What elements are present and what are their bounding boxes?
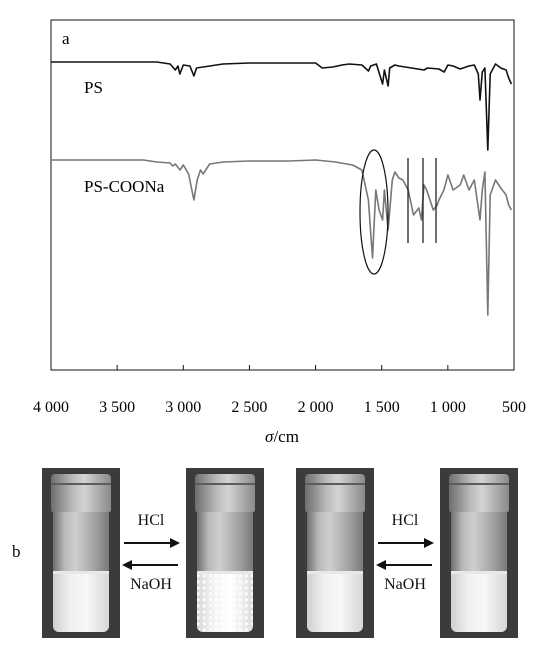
x-tick-label: 1 500 bbox=[364, 399, 400, 416]
vial-3 bbox=[296, 468, 374, 638]
right-arrow-icon bbox=[378, 538, 434, 548]
series-line-ps bbox=[51, 61, 513, 151]
vial-1 bbox=[42, 468, 120, 638]
reaction-arrows-1: HCl NaOH bbox=[120, 512, 182, 593]
panel-a-label: a bbox=[62, 29, 70, 48]
arrow-backward-label: NaOH bbox=[384, 576, 426, 593]
x-tick-label: 3 500 bbox=[99, 399, 135, 416]
plot-frame bbox=[50, 19, 515, 371]
annotation-marks bbox=[359, 149, 437, 275]
arrow-forward-label: HCl bbox=[137, 512, 165, 529]
x-tick-label: 4 000 bbox=[33, 399, 69, 416]
left-arrow-icon bbox=[376, 560, 432, 570]
x-tick-label: 1 000 bbox=[430, 399, 466, 416]
annotation-ellipse bbox=[359, 149, 389, 275]
x-axis-label: σ/cm bbox=[265, 427, 299, 446]
ftir-chart: 4 000 3 500 3 000 2 500 2 000 1 500 1 000 500 a… bbox=[33, 19, 526, 446]
x-tick-label: 3 000 bbox=[165, 399, 201, 416]
series-label-ps: PS bbox=[84, 78, 103, 97]
arrow-forward-label: HCl bbox=[391, 512, 419, 529]
panel-b-label: b bbox=[12, 542, 21, 561]
reaction-arrows-2: HCl NaOH bbox=[374, 512, 436, 593]
series-line-ps-coona bbox=[51, 159, 513, 316]
vial-4 bbox=[440, 468, 518, 638]
left-arrow-icon bbox=[122, 560, 178, 570]
x-axis: 4 000 3 500 3 000 2 500 2 000 1 500 1 000 500 bbox=[33, 365, 526, 416]
arrow-backward-label: NaOH bbox=[130, 576, 172, 593]
right-arrow-icon bbox=[124, 538, 180, 548]
spectra bbox=[51, 61, 513, 316]
x-tick-label: 500 bbox=[502, 399, 526, 416]
vial-2 bbox=[186, 468, 264, 638]
x-tick-label: 2 000 bbox=[298, 399, 334, 416]
series-label-ps-coona: PS-COONa bbox=[84, 177, 165, 196]
x-tick-label: 2 500 bbox=[231, 399, 267, 416]
